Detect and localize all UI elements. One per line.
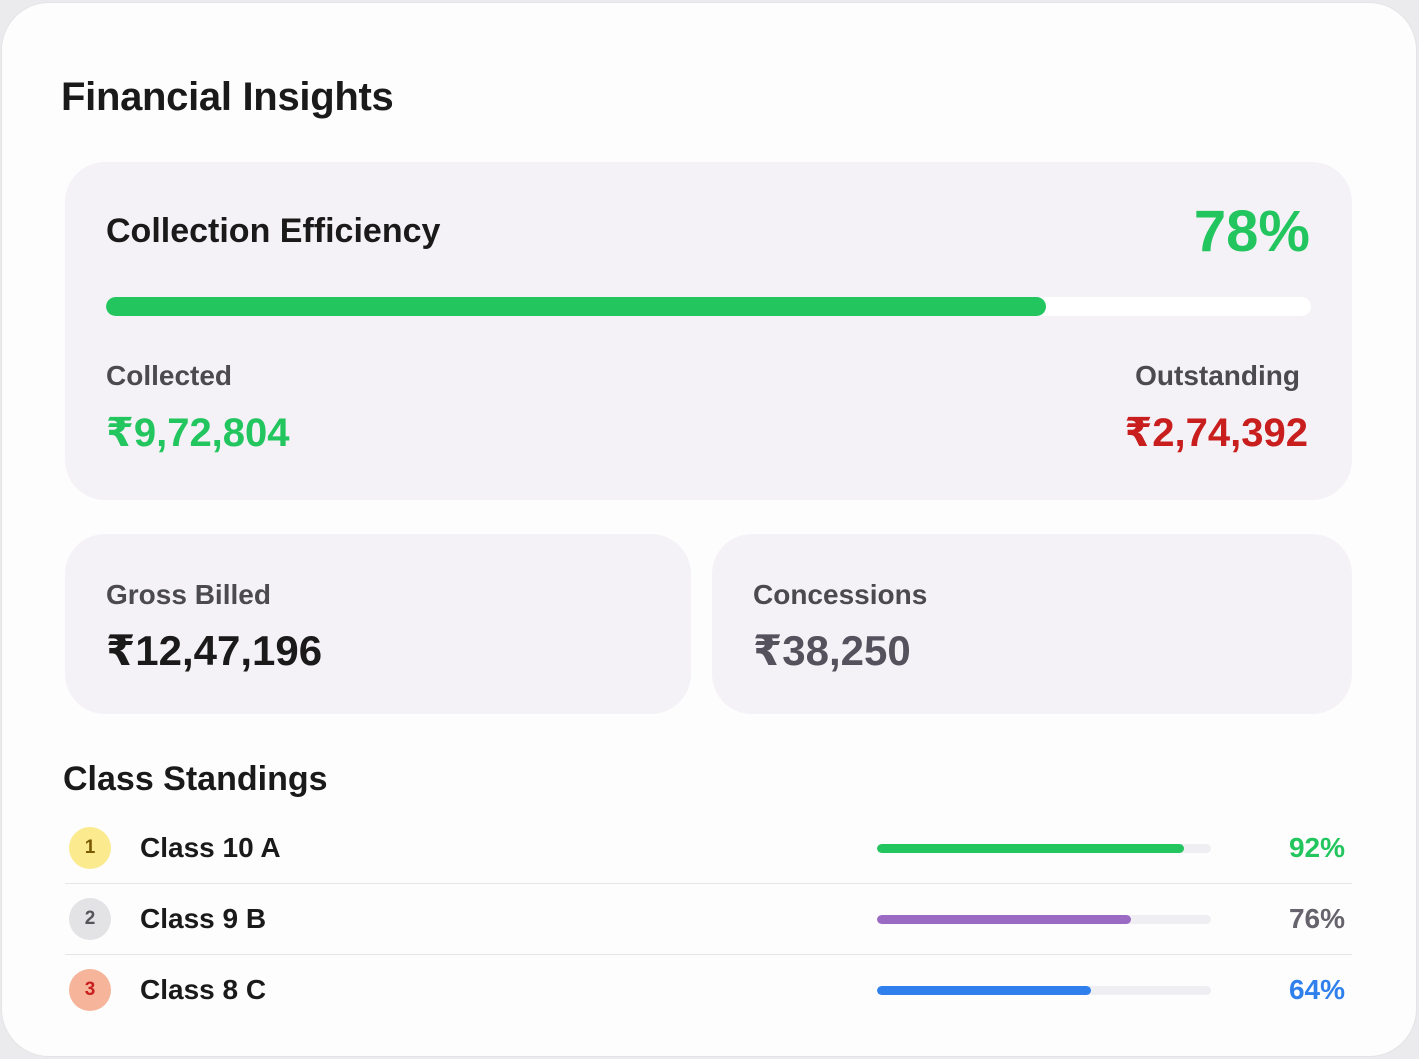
collected-label: Collected [106,360,233,391]
standing-progress-track [877,844,1211,853]
rank-badge: 2 [69,898,111,940]
collected-value: ₹9,72,804 [106,411,290,455]
class-name: Class 9 B [140,903,267,934]
rank-badge: 3 [69,969,111,1011]
page-title: Financial Insights [61,75,394,119]
concessions-value: ₹38,250 [753,627,911,674]
outstanding-value: ₹2,74,392 [1124,411,1308,455]
standing-progress-track [877,915,1211,924]
collection-efficiency-panel: Collection Efficiency 78% Collected ₹9,7… [65,162,1352,500]
standing-row: 1 Class 10 A 92% [65,813,1352,884]
standing-percent: 92% [1288,832,1345,863]
collection-efficiency-title: Collection Efficiency [106,212,441,250]
standing-percent: 64% [1288,974,1345,1005]
collection-efficiency-progress-fill [106,297,1046,316]
rank-badge: 1 [69,827,111,869]
standing-percent: 76% [1288,903,1345,934]
class-name: Class 8 C [140,974,267,1005]
gross-billed-panel: Gross Billed ₹12,47,196 [65,534,691,714]
standing-progress-track [877,986,1211,995]
class-standings-list: 1 Class 10 A 92% 2 Class 9 B 76% 3 Class… [65,813,1352,1025]
standing-row: 3 Class 8 C 64% [65,955,1352,1025]
class-name: Class 10 A [140,832,281,863]
collection-efficiency-percent: 78% [1193,199,1310,264]
gross-billed-value: ₹12,47,196 [106,627,323,674]
gross-billed-label: Gross Billed [106,579,271,610]
concessions-label: Concessions [753,579,928,610]
concessions-panel: Concessions ₹38,250 [712,534,1352,714]
standing-progress-fill [877,986,1091,995]
class-standings-title: Class Standings [63,760,328,798]
standing-progress-fill [877,915,1131,924]
standing-row: 2 Class 9 B 76% [65,884,1352,955]
standing-progress-fill [877,844,1185,853]
collection-efficiency-progress-track [106,297,1311,316]
outstanding-label: Outstanding [1135,360,1300,391]
